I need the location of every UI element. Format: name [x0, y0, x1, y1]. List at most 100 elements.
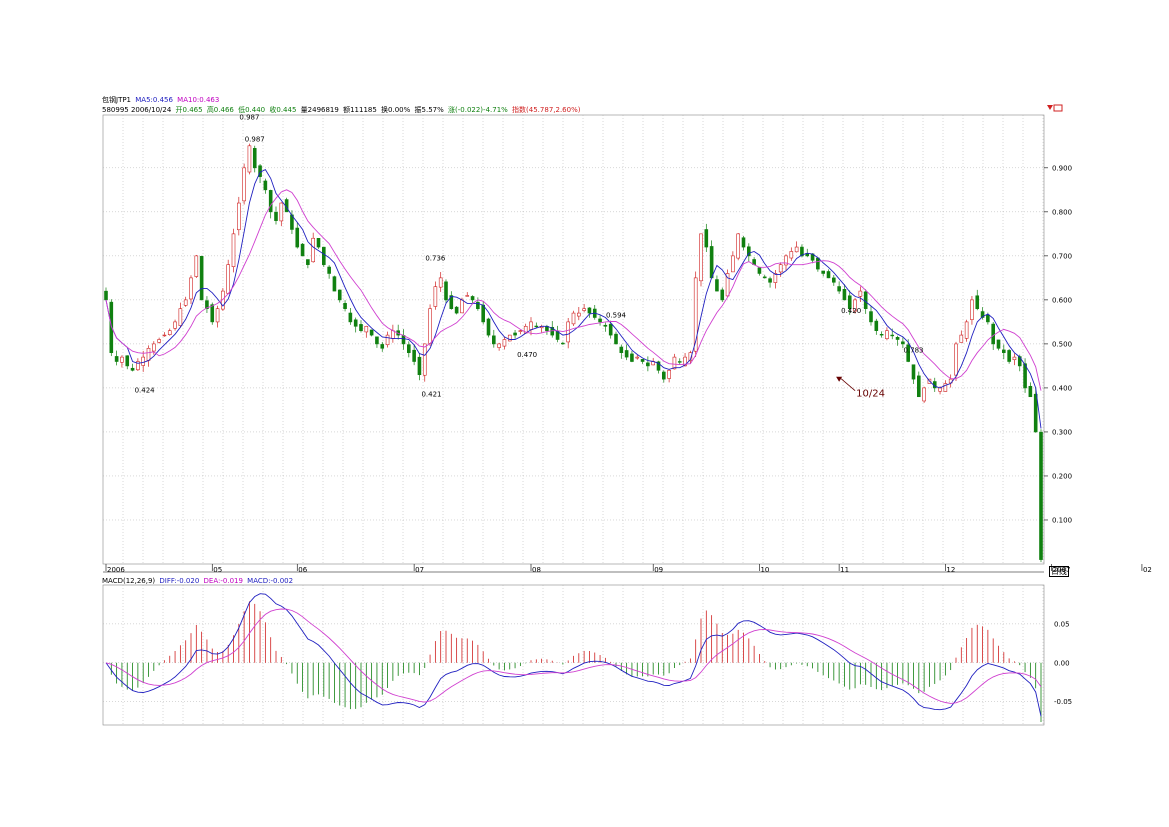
price-annotation: 0.594	[606, 311, 627, 319]
turnover-value: 换0.00%	[381, 106, 411, 114]
candle-body	[422, 343, 427, 376]
macd-tick-label: 0.00	[1054, 659, 1070, 667]
candle-body	[433, 286, 438, 307]
candle-body	[624, 350, 629, 358]
price-annotation: 0.736	[425, 254, 446, 262]
candle-body	[991, 323, 995, 345]
y-tick-label: 0.900	[1052, 164, 1072, 172]
candle-body	[120, 356, 124, 363]
candle-body	[1007, 350, 1011, 362]
candle-body	[704, 229, 709, 248]
candle-body	[130, 367, 135, 371]
candle-body	[231, 233, 236, 267]
candle-body	[667, 370, 671, 379]
ma5-readout: MA5:0.456	[135, 96, 173, 104]
diff-line	[105, 593, 1042, 717]
candle-body	[401, 335, 406, 345]
candle-body	[1012, 356, 1017, 361]
candle-body	[842, 289, 847, 301]
price-annotation: 0.987	[245, 135, 265, 143]
y-tick-label: 0.200	[1052, 472, 1072, 480]
candle-body	[268, 190, 273, 213]
candle-body	[1002, 349, 1006, 354]
candle-body	[167, 330, 172, 335]
candle-body	[109, 301, 114, 354]
candle-body	[178, 308, 183, 326]
candle-body	[826, 271, 831, 279]
candle-body	[1028, 385, 1033, 398]
candle-body	[911, 364, 916, 380]
price-annotation: 0.420	[841, 307, 861, 315]
scale-toggle-icon[interactable]	[1047, 97, 1063, 112]
price-annotation: 0.424	[135, 386, 156, 394]
amount-value: 额111185	[343, 106, 377, 114]
candle-body	[943, 383, 948, 392]
candle-body	[492, 335, 496, 345]
candle-body	[215, 308, 220, 323]
dea-readout: DEA:-0.019	[203, 577, 243, 585]
candle-body	[640, 359, 645, 362]
candle-body	[816, 257, 820, 270]
y-tick-label: 0.700	[1052, 252, 1072, 260]
candle-body	[369, 329, 374, 336]
price-annotation: 0.421	[421, 391, 441, 399]
candle-body	[507, 334, 512, 342]
candle-body	[906, 344, 910, 362]
x-tick-label: 07	[415, 566, 424, 574]
candle-body	[183, 299, 188, 306]
candle-body	[274, 211, 278, 221]
candle-body	[996, 339, 1001, 349]
candle-body	[656, 361, 661, 371]
y-tick-label: 0.300	[1052, 428, 1072, 436]
candle-body	[353, 319, 358, 327]
x-tick-label: 11	[840, 566, 849, 574]
candle-body	[869, 311, 873, 323]
ma10-readout: MA10:0.463	[177, 96, 220, 104]
candle-body	[157, 339, 161, 343]
price-annotation: 0.783	[903, 347, 923, 355]
candle-body	[731, 255, 735, 273]
candle-body	[136, 361, 140, 371]
candle-body	[603, 324, 608, 327]
candle-body	[359, 324, 363, 331]
candle-body	[598, 318, 602, 323]
candle-body	[619, 346, 624, 354]
candle-body	[306, 259, 310, 265]
x-tick-label: 05	[213, 566, 222, 574]
x-tick-label: 2007	[1053, 566, 1071, 574]
ma5-line	[105, 169, 1042, 429]
candle-body	[152, 343, 156, 352]
candle-body	[529, 321, 533, 330]
candle-body	[460, 299, 464, 314]
code-date: 580995 2006/10/24	[102, 106, 172, 114]
candle-body	[247, 145, 252, 173]
dea-line	[105, 608, 1042, 704]
candle-body	[311, 237, 315, 263]
candle-body	[391, 330, 395, 339]
candle-body	[412, 349, 416, 362]
candle-body	[630, 353, 634, 362]
candle-body	[300, 243, 305, 257]
candle-body	[975, 295, 980, 309]
open-value: 开0.465	[175, 106, 203, 114]
candle-body	[566, 321, 570, 343]
candle-body	[173, 321, 177, 329]
candle-body	[789, 251, 794, 259]
candle-body	[587, 307, 592, 314]
candle-body	[237, 202, 241, 231]
candle-body	[784, 255, 788, 266]
candle-body	[635, 356, 640, 359]
candle-body	[672, 356, 677, 370]
candle-body	[252, 148, 257, 169]
candle-body	[725, 273, 730, 297]
candle-body	[561, 342, 565, 345]
volume-value: 量2496819	[300, 106, 339, 114]
candle-body	[322, 246, 326, 265]
candle-body	[327, 266, 331, 274]
period-label[interactable]: 日线	[1049, 566, 1069, 577]
x-tick-label: 06	[298, 566, 307, 574]
candle-body	[518, 330, 523, 332]
change-value: 涨(-0.022)-4.71%	[448, 106, 508, 114]
candle-body	[513, 332, 517, 336]
